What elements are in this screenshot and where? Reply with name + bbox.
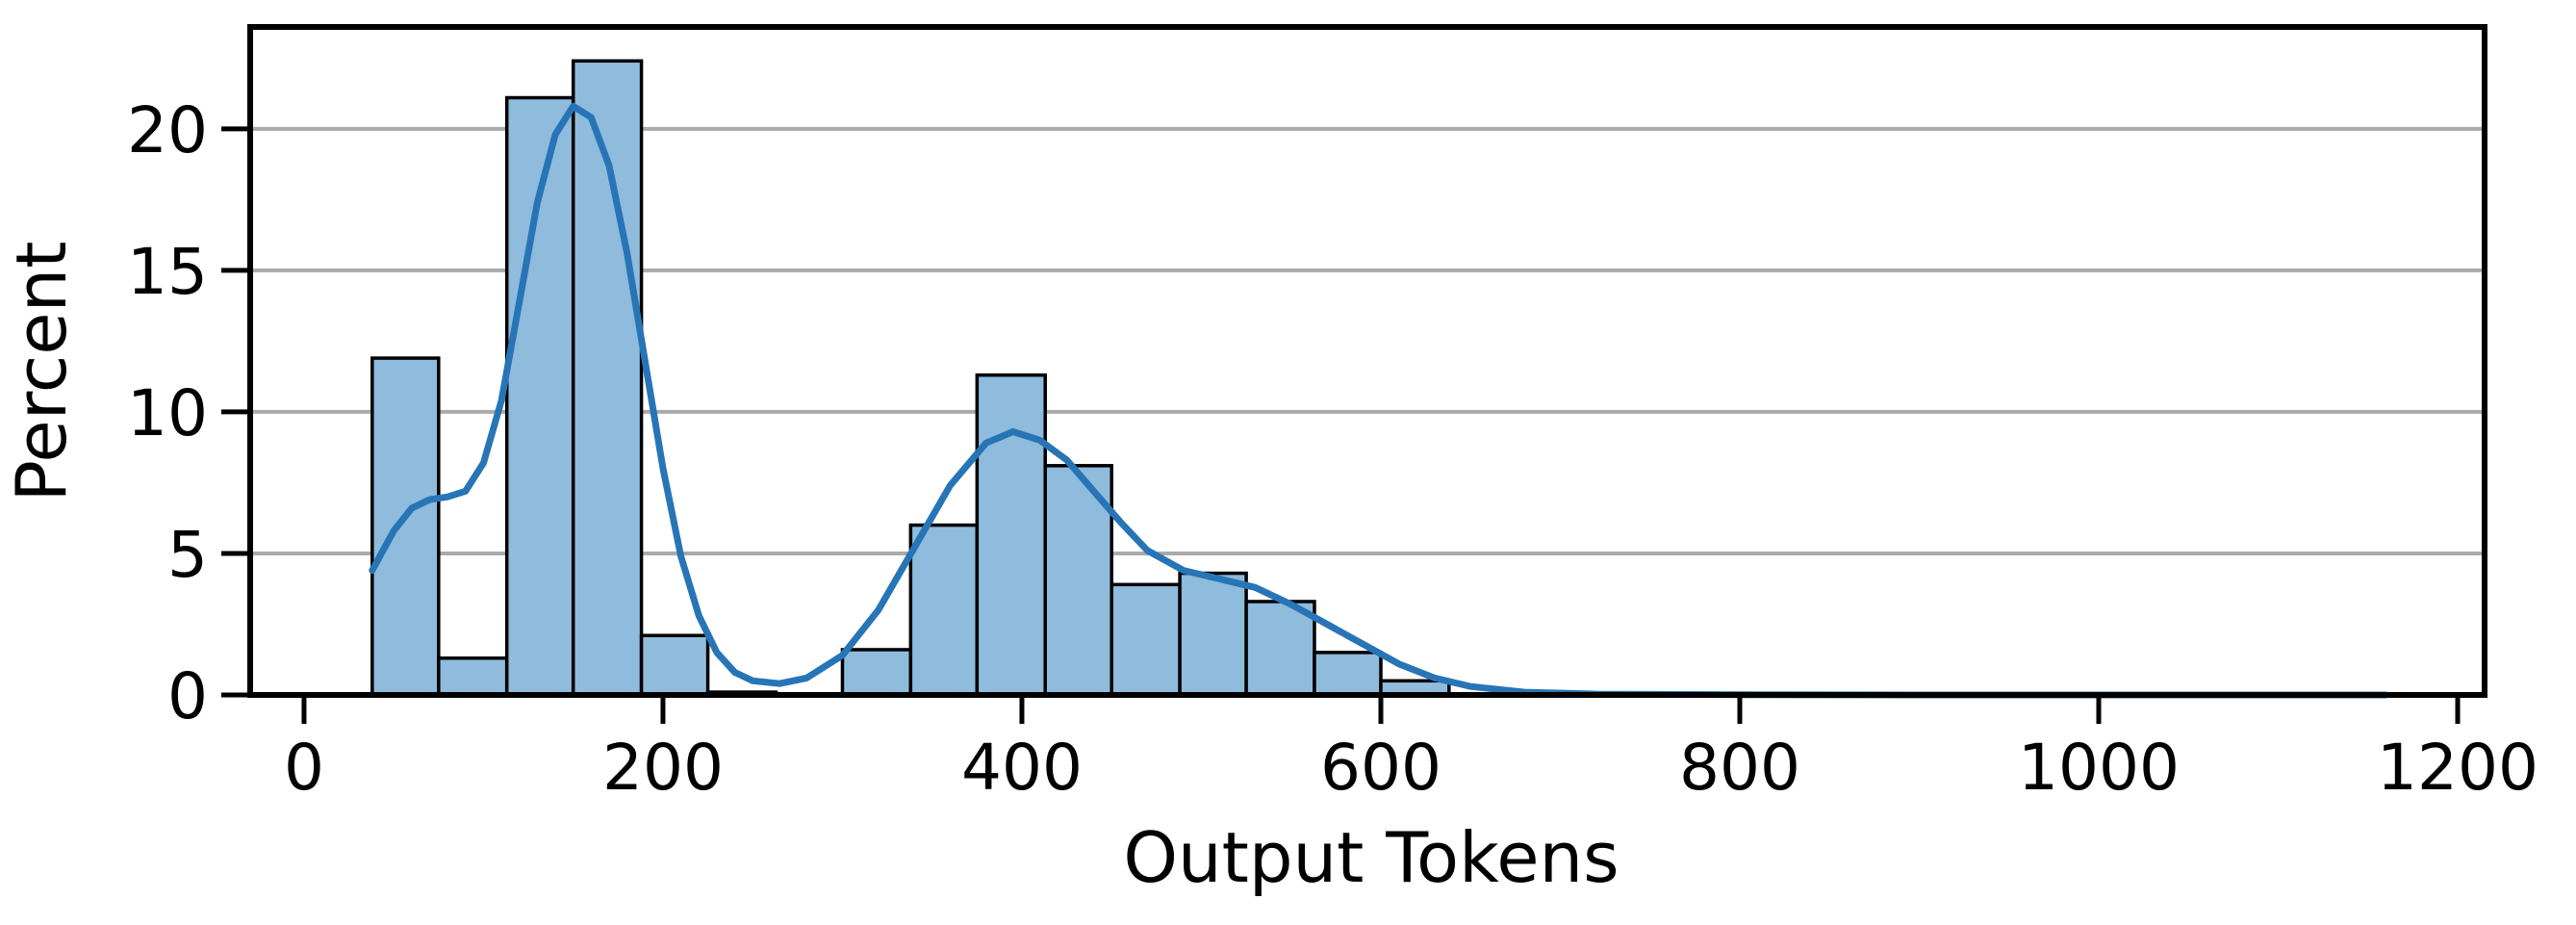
x-ticks: 0 200 400 600 800 1000 1200 [284, 695, 2538, 805]
x-tick-label-1200: 1200 [2377, 731, 2538, 805]
y-tick-label-0: 0 [167, 659, 208, 733]
kde-line [369, 102, 2389, 699]
y-tick-label-5: 5 [167, 518, 208, 592]
kde-curve [369, 102, 2389, 699]
x-tick-label-1000: 1000 [2018, 731, 2180, 805]
x-tick-label-200: 200 [602, 731, 724, 805]
histogram-bar-1 [437, 656, 509, 697]
histogram-bar-8 [908, 523, 980, 697]
y-ticks: 0 5 10 15 20 [127, 93, 250, 733]
y-tick-label-20: 20 [127, 93, 208, 167]
histogram-bar-14 [1313, 651, 1383, 697]
histogram-bar-12 [1178, 571, 1248, 697]
plot-frame [247, 24, 2487, 698]
x-tick-label-600: 600 [1320, 731, 1441, 805]
x-tick-label-800: 800 [1679, 731, 1800, 805]
y-axis-title: Percent [1, 242, 82, 502]
x-tick-label-0: 0 [284, 731, 324, 805]
histogram-bar-13 [1244, 600, 1316, 697]
histogram-bar-4 [639, 633, 710, 697]
x-tick-label-400: 400 [961, 731, 1083, 805]
histogram-bar-9 [975, 373, 1047, 697]
histogram-bar-7 [840, 648, 913, 697]
y-tick-label-10: 10 [127, 376, 208, 450]
histogram-bar-0 [370, 356, 441, 697]
axes [247, 24, 2487, 698]
x-axis-title: Output Tokens [1123, 817, 1619, 898]
y-tick-label-15: 15 [127, 235, 208, 309]
histogram-bar-11 [1109, 582, 1182, 697]
